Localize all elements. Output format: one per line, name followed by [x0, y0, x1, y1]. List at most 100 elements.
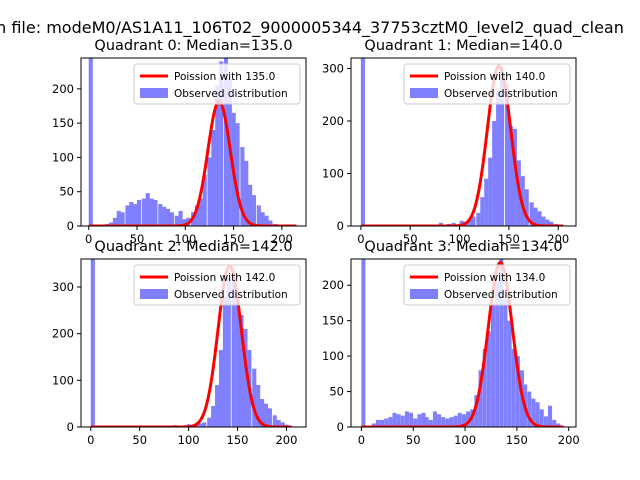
histogram-bar	[437, 414, 442, 427]
histogram-bar	[240, 147, 245, 226]
histogram-bar	[109, 222, 114, 226]
histogram-bar	[476, 212, 481, 226]
histogram-bar	[480, 197, 485, 226]
histogram-bar	[457, 412, 462, 427]
quadrant-1-plot-area	[360, 58, 564, 226]
histogram-bar	[235, 123, 240, 226]
quadrant-2-title: Quadrant 2: Median=142.0	[94, 239, 292, 255]
axes-frame	[80, 57, 307, 227]
y-tick-label: 200	[322, 278, 344, 292]
legend-hist-swatch	[140, 289, 168, 299]
histogram-bar	[182, 219, 187, 226]
y-tick-label: 0	[337, 420, 344, 434]
histogram-bar	[268, 220, 273, 226]
histogram-bar	[428, 419, 433, 427]
histogram-bar	[488, 157, 493, 226]
histogram-bar	[453, 415, 458, 427]
x-tick-label: 100	[454, 433, 476, 447]
histogram-bar	[251, 195, 257, 226]
histogram-bar	[226, 277, 231, 427]
histogram-bar	[244, 160, 249, 226]
histogram-bar	[207, 417, 212, 427]
x-tick-label: 150	[506, 433, 528, 447]
histogram-bar	[471, 216, 476, 226]
histogram-bar	[392, 412, 397, 427]
histogram-bar	[466, 411, 471, 427]
histogram-bar	[461, 414, 466, 427]
legend-fit-label: Poission with 142.0	[174, 272, 275, 284]
histogram-bar	[539, 409, 544, 427]
histogram-bar	[417, 414, 422, 427]
x-tick-label: 200	[558, 433, 580, 447]
y-tick-label: 300	[322, 62, 344, 76]
y-tick-label: 100	[322, 167, 344, 181]
legend-hist-label: Observed distribution	[444, 88, 558, 100]
histogram-bar	[371, 423, 376, 427]
legend-fit-label: Poission with 134.0	[444, 272, 545, 284]
histogram-bar	[552, 419, 557, 427]
x-tick-label: 100	[178, 433, 200, 447]
y-tick-label: 100	[322, 349, 344, 363]
x-tick-label: 50	[406, 433, 421, 447]
histogram-bar	[467, 219, 472, 226]
poisson-fit-line	[90, 264, 292, 427]
x-tick-label: 100	[449, 232, 471, 246]
histogram-bar	[375, 419, 380, 427]
histogram-bar	[198, 423, 203, 427]
axes-frame	[350, 258, 577, 428]
x-tick-label: 0	[87, 433, 94, 447]
histogram-bar	[219, 61, 224, 226]
histogram-bar	[524, 189, 529, 226]
y-tick-label: 150	[52, 116, 74, 130]
x-tick-label: 100	[174, 232, 196, 246]
histogram-bar	[515, 356, 520, 427]
histogram-bar	[384, 418, 389, 427]
legend-hist-swatch	[410, 88, 438, 98]
histogram-bar	[486, 331, 491, 427]
quadrant-3-plot-area	[360, 259, 565, 427]
x-tick-label: 150	[227, 433, 249, 447]
histogram-bar	[499, 259, 504, 427]
histogram-bar	[421, 412, 426, 427]
quadrant-3-title: Quadrant 3: Median=134.0	[364, 239, 562, 255]
histogram-bar	[223, 58, 229, 226]
y-tick-label: 100	[52, 150, 74, 164]
x-tick-label: 50	[130, 232, 145, 246]
histogram-bar	[211, 130, 216, 226]
histogram-bar	[500, 73, 505, 226]
histogram-bar	[276, 420, 281, 427]
histogram-bar	[438, 222, 443, 226]
y-tick-label: 200	[322, 114, 344, 128]
histogram-bar	[492, 121, 497, 226]
histogram-bar	[149, 198, 154, 226]
histogram-bar	[218, 350, 224, 427]
histogram-bar	[508, 126, 513, 226]
histogram-bar	[424, 417, 429, 427]
axes-frame	[350, 57, 577, 227]
histogram-bar	[88, 58, 93, 226]
x-tick-label: 0	[358, 433, 365, 447]
histogram-bar	[272, 415, 277, 427]
histogram-bar	[482, 349, 487, 427]
histogram-bar	[215, 385, 220, 427]
y-tick-label: 0	[67, 420, 74, 434]
histogram-bar	[484, 178, 489, 226]
histogram-bar	[400, 415, 405, 427]
quadrant-1-panel: 0 50 100 150 200 0 100 200 300 Quadrant 1: Median…	[322, 38, 577, 246]
histogram-bar	[162, 206, 167, 226]
histogram-bar	[125, 205, 130, 226]
histogram-bar	[252, 368, 257, 427]
x-tick-label: 0	[85, 232, 92, 246]
histogram-bar	[531, 398, 536, 427]
histogram-bar	[112, 217, 117, 226]
histogram-bar	[90, 259, 95, 427]
quadrant-3-panel: 0 50 100 150 200 0 50 100 150 200 Quadrant 3: Medi…	[322, 239, 580, 447]
histogram-bar	[263, 403, 269, 427]
histogram-bar	[194, 205, 200, 226]
figure-suptitle: n file: modeM0/AS1A11_106T02_9000005344_…	[0, 18, 624, 38]
histogram-bar	[222, 296, 227, 427]
histogram-bar	[556, 423, 561, 427]
legend-hist-label: Observed distribution	[174, 289, 288, 301]
poisson-fit-line	[360, 261, 565, 427]
